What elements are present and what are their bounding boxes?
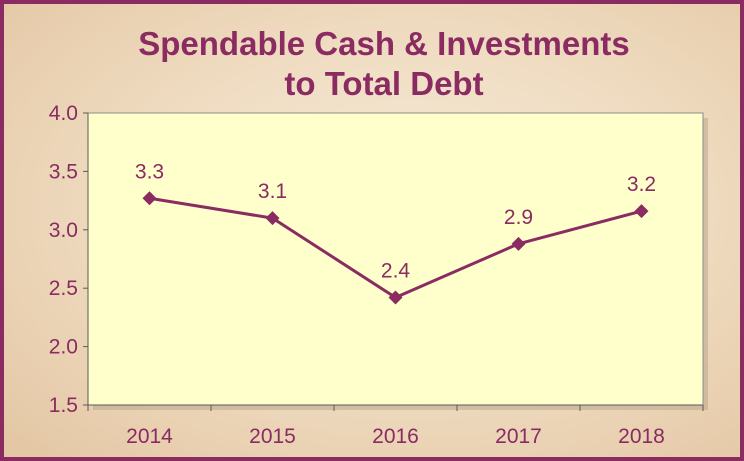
- chart-title-line-2: to Total Debt: [284, 65, 484, 102]
- x-tick-label: 2015: [249, 425, 296, 448]
- y-tick-label: 2.0: [49, 336, 78, 359]
- x-tick-label: 2016: [372, 425, 419, 448]
- chart-title: Spendable Cash & Investments to Total De…: [64, 24, 704, 104]
- data-point-marker: [142, 191, 157, 206]
- x-tick-label: 2017: [495, 425, 542, 448]
- data-point-marker: [634, 204, 649, 219]
- data-point-marker: [511, 236, 526, 251]
- plot-area: [87, 112, 704, 406]
- chart-title-line-1: Spendable Cash & Investments: [138, 25, 630, 62]
- y-tick-label: 4.0: [49, 102, 78, 125]
- data-point-marker: [388, 290, 403, 305]
- data-label: 3.1: [258, 180, 287, 203]
- y-tick-label: 3.0: [49, 219, 78, 242]
- x-tick-label: 2018: [618, 425, 665, 448]
- x-tick-label: 2014: [126, 425, 173, 448]
- data-label: 2.9: [504, 206, 533, 229]
- data-label: 3.3: [135, 160, 164, 183]
- y-tick-label: 1.5: [49, 394, 78, 417]
- y-tick-label: 3.5: [49, 160, 78, 183]
- data-point-marker: [265, 211, 280, 226]
- data-label: 2.4: [381, 260, 411, 283]
- y-tick-label: 2.5: [49, 277, 78, 300]
- data-label: 3.2: [627, 173, 656, 196]
